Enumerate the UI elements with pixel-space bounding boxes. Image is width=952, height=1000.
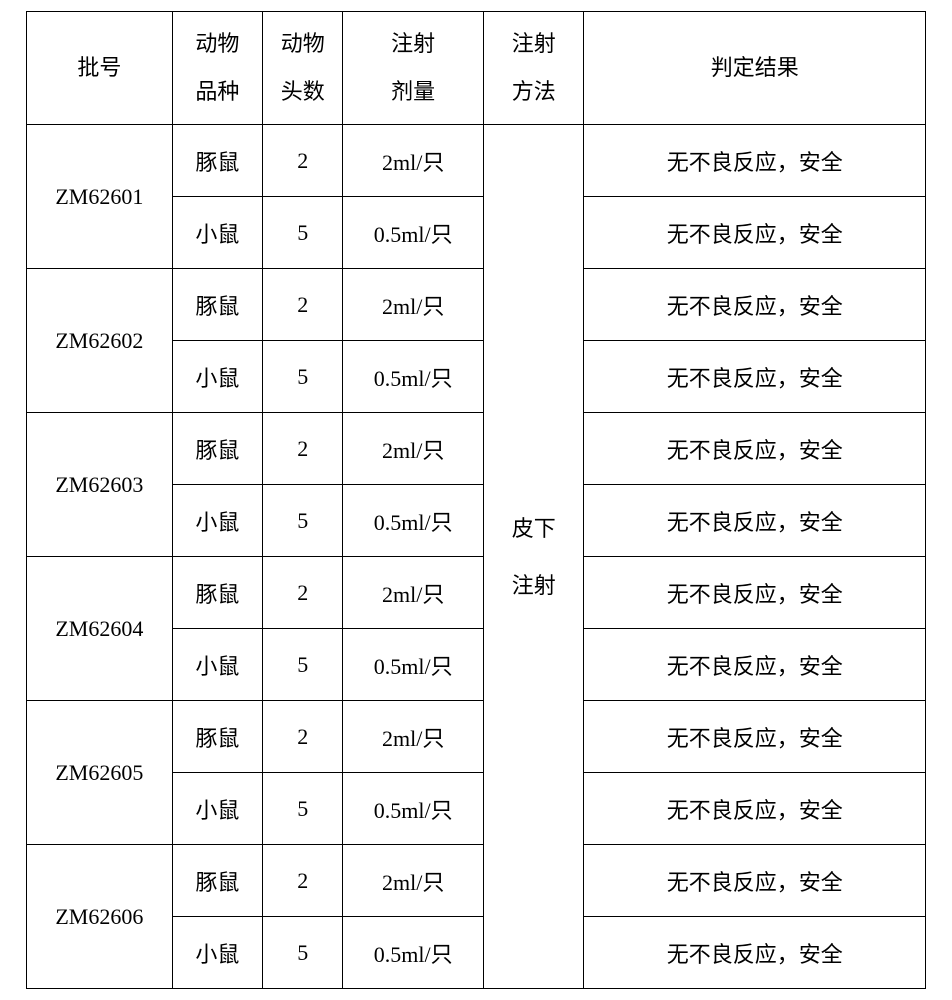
cell-result: 无不良反应，安全 [584, 485, 926, 557]
cell-count: 5 [263, 773, 343, 845]
cell-species: 豚鼠 [172, 269, 262, 341]
cell-species: 豚鼠 [172, 701, 262, 773]
cell-dose: 0.5ml/只 [343, 917, 484, 989]
header-count: 动物 头数 [263, 11, 343, 125]
cell-count: 2 [263, 845, 343, 917]
cell-count: 2 [263, 413, 343, 485]
cell-result: 无不良反应，安全 [584, 269, 926, 341]
cell-dose: 0.5ml/只 [343, 773, 484, 845]
table-row: ZM62605 豚鼠 2 2ml/只 无不良反应，安全 [27, 701, 926, 773]
cell-result: 无不良反应，安全 [584, 701, 926, 773]
header-result: 判定结果 [584, 11, 926, 125]
cell-batch-id: ZM62606 [27, 845, 173, 989]
cell-count: 5 [263, 341, 343, 413]
safety-test-table: 批号 动物 品种 动物 头数 注射 剂量 [26, 11, 926, 990]
cell-count: 2 [263, 269, 343, 341]
table-row: ZM62604 豚鼠 2 2ml/只 无不良反应，安全 [27, 557, 926, 629]
cell-batch-id: ZM62605 [27, 701, 173, 845]
header-count-line1: 动物 [281, 31, 325, 56]
cell-species: 豚鼠 [172, 125, 262, 197]
cell-count: 2 [263, 125, 343, 197]
cell-batch-id: ZM62602 [27, 269, 173, 413]
header-method: 注射 方法 [484, 11, 584, 125]
cell-dose: 0.5ml/只 [343, 485, 484, 557]
header-dose-line1: 注射 [391, 31, 435, 56]
cell-dose: 0.5ml/只 [343, 629, 484, 701]
header-method-line1: 注射 [512, 31, 556, 56]
cell-dose: 2ml/只 [343, 413, 484, 485]
cell-dose: 2ml/只 [343, 845, 484, 917]
cell-method-line2: 注射 [512, 573, 556, 598]
cell-species: 豚鼠 [172, 413, 262, 485]
header-count-line2: 头数 [281, 79, 325, 104]
cell-count: 5 [263, 629, 343, 701]
cell-species: 小鼠 [172, 485, 262, 557]
cell-species: 小鼠 [172, 341, 262, 413]
table-row: ZM62603 豚鼠 2 2ml/只 无不良反应，安全 [27, 413, 926, 485]
cell-result: 无不良反应，安全 [584, 773, 926, 845]
cell-count: 5 [263, 197, 343, 269]
cell-species: 小鼠 [172, 917, 262, 989]
cell-result: 无不良反应，安全 [584, 629, 926, 701]
table-body: ZM62601 豚鼠 2 2ml/只 皮下 注射 无不良反应，安全 小鼠 5 0… [27, 125, 926, 989]
table-row: ZM62606 豚鼠 2 2ml/只 无不良反应，安全 [27, 845, 926, 917]
cell-dose: 2ml/只 [343, 269, 484, 341]
cell-batch-id: ZM62601 [27, 125, 173, 269]
cell-dose: 2ml/只 [343, 125, 484, 197]
cell-species: 豚鼠 [172, 557, 262, 629]
cell-dose: 2ml/只 [343, 557, 484, 629]
cell-result: 无不良反应，安全 [584, 197, 926, 269]
table-row: ZM62602 豚鼠 2 2ml/只 无不良反应，安全 [27, 269, 926, 341]
cell-result: 无不良反应，安全 [584, 557, 926, 629]
cell-method: 皮下 注射 [484, 125, 584, 989]
cell-result: 无不良反应，安全 [584, 341, 926, 413]
header-species: 动物 品种 [172, 11, 262, 125]
cell-species: 小鼠 [172, 197, 262, 269]
cell-dose: 0.5ml/只 [343, 341, 484, 413]
header-dose-line2: 剂量 [391, 79, 435, 104]
table-header-row: 批号 动物 品种 动物 头数 注射 剂量 [27, 11, 926, 125]
table-row: ZM62601 豚鼠 2 2ml/只 皮下 注射 无不良反应，安全 [27, 125, 926, 197]
cell-result: 无不良反应，安全 [584, 125, 926, 197]
header-batch: 批号 [27, 11, 173, 125]
header-method-line2: 方法 [512, 79, 556, 104]
header-species-line1: 动物 [195, 31, 239, 56]
cell-species: 小鼠 [172, 773, 262, 845]
cell-dose: 2ml/只 [343, 701, 484, 773]
cell-result: 无不良反应，安全 [584, 845, 926, 917]
cell-dose: 0.5ml/只 [343, 197, 484, 269]
cell-batch-id: ZM62604 [27, 557, 173, 701]
cell-count: 5 [263, 485, 343, 557]
cell-result: 无不良反应，安全 [584, 917, 926, 989]
header-dose: 注射 剂量 [343, 11, 484, 125]
header-species-line2: 品种 [195, 79, 239, 104]
cell-result: 无不良反应，安全 [584, 413, 926, 485]
cell-batch-id: ZM62603 [27, 413, 173, 557]
cell-method-line1: 皮下 [512, 516, 556, 541]
cell-count: 5 [263, 917, 343, 989]
cell-count: 2 [263, 701, 343, 773]
cell-count: 2 [263, 557, 343, 629]
cell-species: 豚鼠 [172, 845, 262, 917]
cell-species: 小鼠 [172, 629, 262, 701]
